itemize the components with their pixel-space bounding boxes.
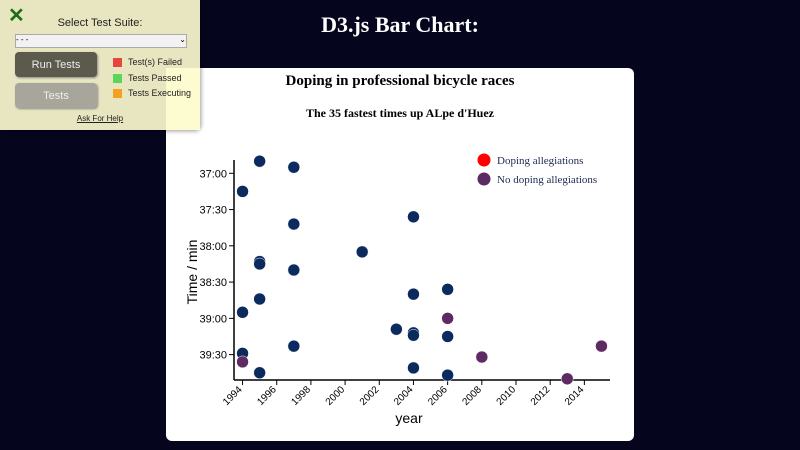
tests-button[interactable]: Tests: [15, 83, 97, 108]
data-point: [441, 368, 454, 382]
close-icon[interactable]: ✕: [8, 5, 25, 27]
legend-label: Doping allegiations: [497, 155, 583, 167]
data-point: [407, 329, 420, 342]
data-point: [253, 154, 266, 168]
x-tick-label: 2012: [529, 384, 553, 408]
chart-title: Doping in professional bicycle races: [286, 73, 515, 89]
scatter-chart: Doping in professional bicycle races The …: [184, 73, 610, 426]
data-point: [390, 322, 403, 336]
legend-label: No doping allegiations: [497, 174, 597, 186]
y-tick-label: 38:30: [199, 277, 227, 289]
x-tick-label: 2000: [324, 384, 348, 408]
executing-swatch: [113, 88, 122, 98]
legend-executing: Tests Executing: [113, 88, 191, 98]
data-point: [441, 330, 454, 343]
passed-swatch: [113, 73, 122, 83]
suite-value: - - -: [16, 35, 29, 44]
chevron-down-icon: ⌄: [179, 35, 186, 44]
chart-card: Doping in professional bicycle races The …: [166, 68, 634, 441]
data-point: [441, 283, 454, 296]
data-point: [441, 312, 454, 325]
legend-label: Tests Passed: [128, 73, 182, 83]
panel-highlight: [166, 68, 200, 130]
data-point: [236, 306, 249, 319]
y-tick-label: 39:00: [199, 313, 227, 325]
y-tick-label: 39:30: [199, 350, 227, 362]
x-tick-label: 2002: [358, 384, 382, 408]
x-axis-label: year: [395, 410, 423, 426]
data-point: [475, 350, 489, 364]
x-tick-label: 2006: [426, 384, 450, 408]
legend-passed: Tests Passed: [113, 73, 182, 83]
data-point: [407, 361, 420, 375]
data-point: [407, 287, 420, 301]
chart-subtitle: The 35 fastest times up ALpe d'Huez: [306, 106, 495, 120]
legend-swatch: [477, 172, 491, 186]
legend-failed: Test(s) Failed: [113, 57, 182, 67]
data-point: [287, 217, 301, 231]
legend-swatch: [477, 153, 491, 167]
page-title: D3.js Bar Chart:: [321, 12, 479, 37]
data-point: [236, 185, 249, 198]
x-tick-label: 2008: [460, 384, 484, 408]
run-tests-button[interactable]: Run Tests: [15, 52, 97, 77]
data-point: [355, 245, 369, 259]
x-tick-label: 2010: [495, 384, 519, 408]
failed-swatch: [113, 57, 122, 67]
x-tick-label: 1996: [255, 384, 279, 408]
data-point: [407, 210, 420, 224]
data-point: [287, 263, 301, 277]
x-tick-label: 1994: [221, 384, 245, 408]
y-axis-label: Time / min: [184, 240, 200, 305]
y-tick-label: 37:00: [199, 168, 227, 180]
data-point: [236, 355, 249, 369]
data-point: [287, 161, 301, 174]
data-point: [595, 339, 608, 353]
y-tick-label: 37:30: [199, 205, 227, 217]
data-point: [561, 372, 574, 386]
x-tick-label: 2004: [392, 384, 416, 408]
legend-label: Test(s) Failed: [128, 57, 183, 67]
data-point: [287, 339, 301, 353]
x-tick-label: 2014: [563, 384, 587, 408]
test-suite-select[interactable]: - - - ⌄: [15, 34, 187, 48]
x-tick-label: 1998: [290, 384, 314, 408]
y-tick-label: 38:00: [199, 241, 227, 253]
legend-label: Tests Executing: [128, 88, 192, 98]
ask-for-help-link[interactable]: Ask For Help: [76, 114, 124, 123]
data-point: [253, 292, 266, 306]
data-point: [253, 257, 266, 271]
test-panel: ✕ Select Test Suite: - - - ⌄ Run Tests Te…: [0, 0, 200, 130]
suite-label: Select Test Suite:: [57, 17, 143, 29]
data-point: [253, 366, 266, 379]
